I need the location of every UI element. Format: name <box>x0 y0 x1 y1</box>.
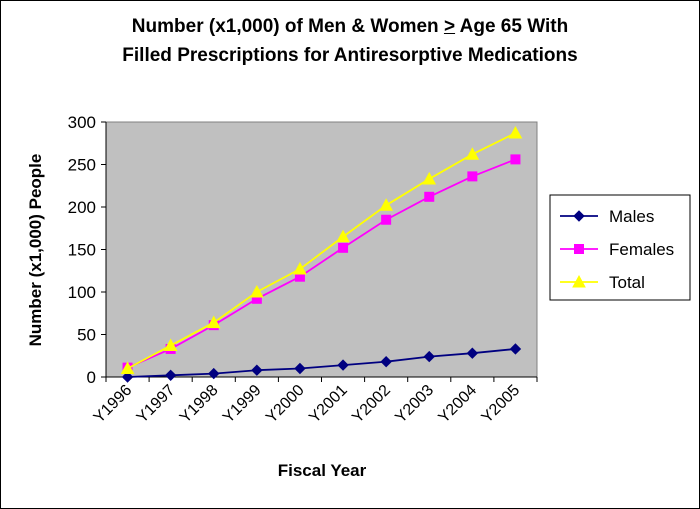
data-point-males <box>466 347 479 359</box>
plot-area <box>105 121 538 378</box>
chart-title: Number (x1,000) of Men & Women > Age 65 … <box>0 12 700 70</box>
x-tick-label: Y2001 <box>306 382 351 427</box>
data-point-females <box>338 242 349 253</box>
legend-marker-females <box>574 244 584 254</box>
series-line-total <box>127 132 516 370</box>
y-tick-label: 250 <box>68 156 96 175</box>
data-point-males <box>208 367 220 380</box>
plot-background <box>105 121 538 378</box>
x-tick-label: Y1999 <box>220 382 265 427</box>
data-point-males <box>337 359 349 371</box>
y-tick-label: 100 <box>68 283 96 302</box>
x-axis-label: Fiscal Year <box>278 461 367 480</box>
y-tick-label: 50 <box>77 326 96 345</box>
data-point-females <box>381 214 392 225</box>
data-point-males <box>509 343 522 355</box>
data-point-males <box>423 350 435 363</box>
data-point-males <box>294 362 306 375</box>
data-point-total <box>293 262 307 275</box>
legend-label-total: Total <box>609 273 645 292</box>
y-tick-label: 300 <box>68 113 96 132</box>
data-point-total <box>163 338 178 352</box>
y-tick-label: 200 <box>68 198 96 217</box>
series-total <box>120 126 523 374</box>
chart-title-line-2: Filled Prescriptions for Antiresorptive … <box>122 45 578 66</box>
x-tick-label: Y1996 <box>91 382 136 427</box>
title-prefix: Number (x1,000) of Men & Women <box>131 16 444 37</box>
data-point-total <box>120 361 135 374</box>
legend-label-males: Males <box>609 207 654 226</box>
data-point-females <box>510 154 521 165</box>
legend-label-females: Females <box>609 240 674 259</box>
data-point-males <box>251 364 263 376</box>
x-tick-label: Y2005 <box>479 382 524 427</box>
x-tick-label: Y2000 <box>263 382 308 427</box>
chart-title-line-1: Number (x1,000) of Men & Women > Age 65 … <box>0 12 700 41</box>
title-suffix: Age 65 With <box>455 16 569 37</box>
series-line-females <box>127 158 516 369</box>
x-tick-label: Y2004 <box>435 382 480 427</box>
legend-marker-males <box>573 210 585 222</box>
data-point-total <box>336 229 350 243</box>
data-point-females <box>424 191 435 202</box>
y-tick-label: 0 <box>87 368 96 387</box>
data-point-total <box>422 171 437 185</box>
legend-marker-total <box>572 274 586 288</box>
data-point-females <box>467 171 478 182</box>
x-tick-label: Y2003 <box>392 382 437 427</box>
data-point-total <box>508 126 523 139</box>
data-point-males <box>380 355 392 368</box>
x-tick-label: Y1998 <box>177 382 222 427</box>
data-point-males <box>121 371 134 383</box>
x-tick-label: Y2002 <box>349 382 394 427</box>
data-point-males <box>164 369 177 382</box>
data-point-total <box>465 147 480 160</box>
data-point-total <box>250 284 264 298</box>
y-axis-label: Number (x1,000) People <box>26 154 45 347</box>
y-tick-label: 150 <box>68 241 96 260</box>
title-symbol: > <box>443 16 456 37</box>
x-tick-label: Y1997 <box>134 382 179 427</box>
legend: Males Females Total <box>549 194 691 301</box>
series-line-males <box>127 348 516 378</box>
data-point-total <box>379 198 393 211</box>
series-group <box>120 126 523 383</box>
data-point-total <box>206 315 221 329</box>
series-males <box>121 343 522 383</box>
